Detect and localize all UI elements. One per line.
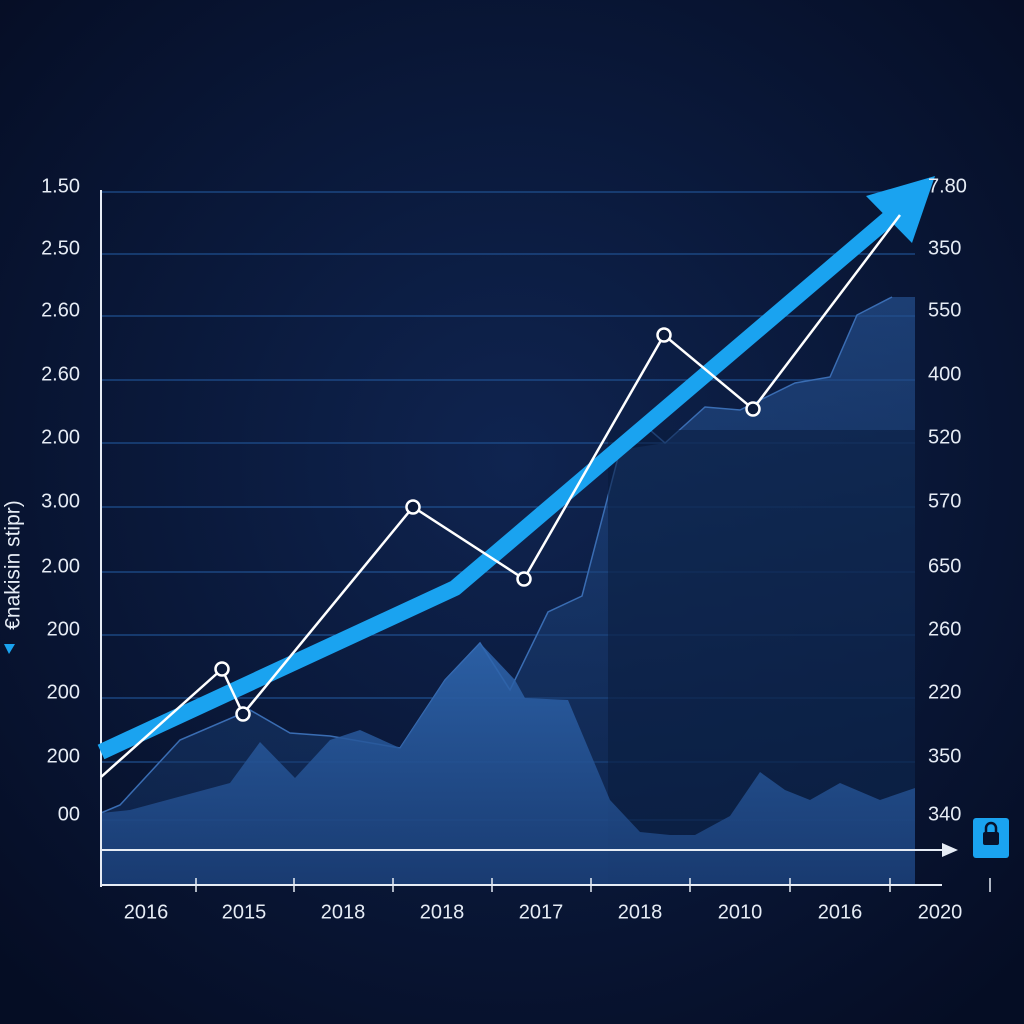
y-left-label: 3.00 (41, 490, 80, 512)
y-right-label: 260 (928, 618, 961, 640)
x-label: 2018 (618, 901, 663, 923)
y-right-label: 350 (928, 745, 961, 767)
y-left-label: 2.60 (41, 299, 80, 321)
lock-shackle (984, 821, 998, 832)
y-right-label: 650 (928, 555, 961, 577)
y-right-label: 220 (928, 681, 961, 703)
legend-marker (4, 644, 15, 654)
y-left-label: 00 (58, 803, 80, 825)
y-right-label: 350 (928, 237, 961, 259)
y-right-label: 550 (928, 299, 961, 321)
trend-arrowhead (866, 176, 935, 243)
y-right-label: 570 (928, 490, 961, 512)
y-right-label: 520 (928, 426, 961, 448)
x-label: 2018 (420, 901, 465, 923)
x-label: 2016 (124, 901, 169, 923)
y-left-label: 2.60 (41, 363, 80, 385)
x-label: 2020 (918, 901, 963, 923)
y-left-label: 2.00 (41, 555, 80, 577)
y-left-label: 1.50 (41, 175, 80, 197)
y-left-label: 200 (47, 745, 80, 767)
y-left-label: 200 (47, 618, 80, 640)
trend-arrow (97, 206, 901, 760)
y-right-label: 7.80 (928, 175, 967, 197)
x-label: 2016 (818, 901, 863, 923)
front-area (101, 643, 915, 885)
back-line (100, 296, 893, 814)
y-right-label: 340 (928, 803, 961, 825)
lock-body (983, 832, 999, 845)
arrowhead (942, 843, 958, 857)
x-label: 2010 (718, 901, 763, 923)
line-markers (214, 327, 761, 722)
y-right-label: 400 (928, 363, 961, 385)
white-line (100, 214, 901, 778)
x-label: 2017 (519, 901, 564, 923)
y-left-label: 200 (47, 681, 80, 703)
y-axis-title: €nakisin stipr) (2, 500, 25, 630)
x-label: 2018 (321, 901, 366, 923)
y-left-label: 2.50 (41, 237, 80, 259)
x-label: 2015 (222, 901, 267, 923)
y-left-label: 2.00 (41, 426, 80, 448)
